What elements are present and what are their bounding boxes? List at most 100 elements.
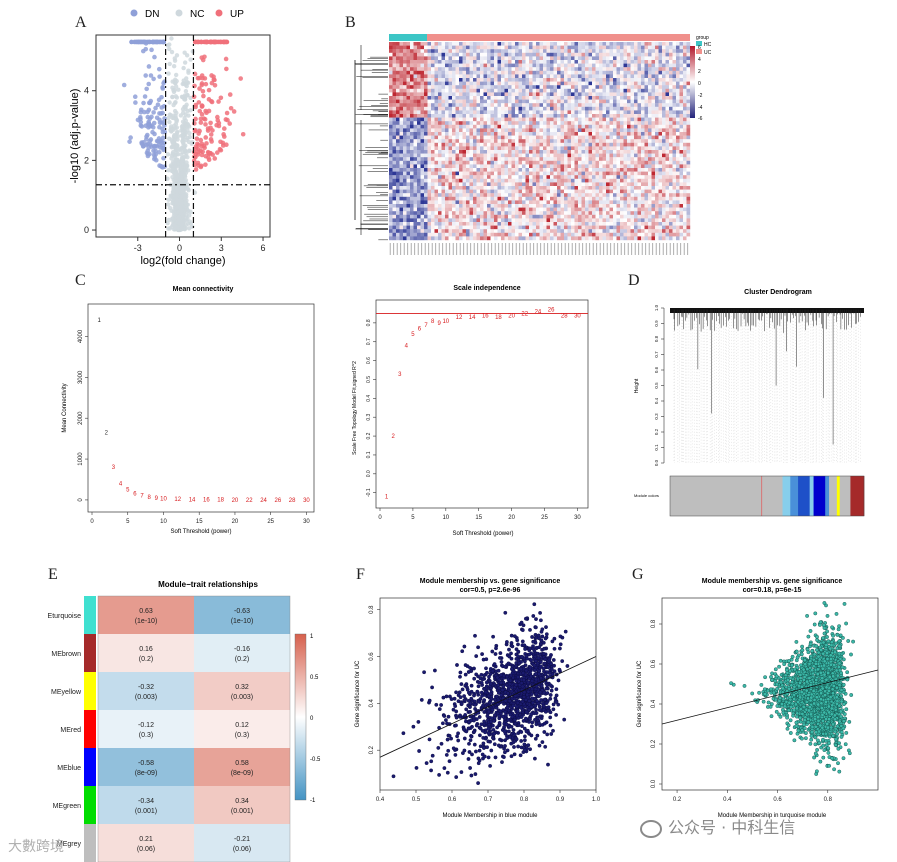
heat-cell [592,132,596,136]
heat-cell [539,139,544,143]
heat-cell [504,139,509,143]
legend-up-label: UP [230,9,244,20]
heat-cell [459,96,463,100]
heat-cell [438,142,442,147]
heat-cell [644,88,649,93]
heat-cell [560,70,565,75]
heat-cell [564,135,568,140]
heat-cell [515,153,519,158]
heat-cell [592,74,596,79]
heat-cell [581,142,586,147]
heat-cell [445,92,449,97]
heat-cell [553,99,558,104]
heat-cell [410,182,414,187]
heat-cell [560,150,565,154]
heat-cell [406,96,411,100]
nc-point [169,49,175,55]
heat-cell [501,189,505,194]
heat-cell [522,186,526,190]
heat-cell [403,56,407,61]
heat-cell [676,139,680,143]
nc-point [179,124,185,129]
heat-cell [508,193,512,197]
heat-cell [665,103,670,107]
heat-cell [431,49,435,53]
heat-cell [494,96,498,100]
heat-cell [546,160,551,165]
heat-cell [518,103,523,107]
heat-cell [462,81,467,86]
heat-cell [679,175,684,179]
heat-cell [550,45,554,50]
heat-cell [602,186,607,190]
heat-cell [571,186,575,190]
heat-cell [662,45,666,50]
heat-cell [406,164,411,169]
heat-cell [483,182,488,187]
dn-point [142,94,148,99]
heat-cell [606,171,610,176]
heat-cell [508,175,512,179]
heat-cell [578,106,582,111]
heat-cell [648,164,652,169]
heat-cell [480,74,484,79]
heat-cell [655,92,659,97]
dn-point [157,111,162,116]
heat-cell [494,160,498,165]
heat-cell [571,92,575,97]
heat-cell [466,88,470,93]
heat-cell [522,117,526,122]
heat-cell [525,52,530,57]
heat-cell [595,96,600,100]
heat-cell [574,63,579,68]
heat-cell [564,52,568,57]
heat-cell [543,92,547,97]
heat-cell [550,60,554,64]
heat-cell [634,189,638,194]
heat-cell [497,132,502,136]
heat-cell [525,146,530,151]
heat-cell [525,157,530,161]
nc-point [179,194,184,199]
heat-cell [473,99,477,104]
heat-cell [567,189,572,194]
heat-cell [438,99,442,104]
heat-cell [501,106,505,111]
heat-cell [410,186,414,190]
heat-cell [637,70,642,75]
heat-cell [669,124,673,129]
heat-cell [490,88,495,93]
heat-cell [532,49,537,53]
heat-cell [427,114,432,118]
heat-cell [602,164,607,169]
heat-cell [588,88,593,93]
heat-cell [644,60,649,64]
heat-cell [616,182,621,187]
heat-cell [574,178,579,183]
dn-point [160,165,165,170]
heat-cell [634,99,638,104]
heat-cell [452,121,456,125]
heat-cell [476,63,481,68]
dn-point [145,121,151,127]
heat-cell [462,124,467,129]
heat-cell [658,85,663,89]
heat-cell [550,103,554,107]
heat-cell [644,92,649,97]
heat-cell [686,168,691,172]
heat-cell [553,189,558,194]
heat-cell [609,56,614,61]
heat-cell [599,96,603,100]
heat-cell [427,60,432,64]
dn-point [146,81,152,87]
heat-cell [599,103,603,107]
heat-cell [606,186,610,190]
heat-cell [448,128,453,133]
heat-cell [679,78,684,82]
heat-cell [389,56,393,61]
heat-cell [522,92,526,97]
heat-cell [487,146,491,151]
heat-cell [658,96,663,100]
heat-cell [574,88,579,93]
heat-cell [490,186,495,190]
